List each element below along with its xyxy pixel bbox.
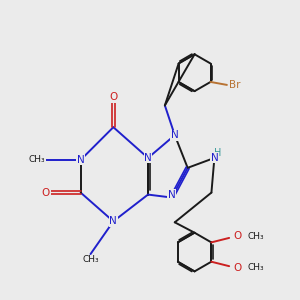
Text: CH₃: CH₃ — [248, 263, 265, 272]
Text: N: N — [77, 155, 85, 165]
Text: Br: Br — [229, 80, 240, 90]
Text: CH₃: CH₃ — [82, 256, 99, 265]
Text: CH₃: CH₃ — [248, 232, 265, 241]
Text: H: H — [214, 148, 222, 158]
Text: CH₃: CH₃ — [29, 155, 45, 164]
Text: N: N — [171, 130, 178, 140]
Text: O: O — [233, 263, 242, 273]
Text: N: N — [168, 190, 176, 200]
Text: N: N — [144, 153, 152, 163]
Text: N: N — [110, 216, 117, 226]
Text: O: O — [233, 231, 242, 242]
Text: O: O — [109, 92, 118, 103]
Text: O: O — [42, 188, 50, 198]
Text: N: N — [211, 153, 218, 163]
